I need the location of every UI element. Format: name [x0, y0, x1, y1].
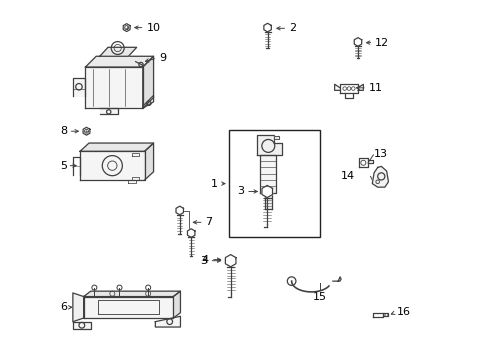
Polygon shape — [264, 23, 271, 32]
Text: 16: 16 — [396, 307, 410, 317]
Polygon shape — [73, 321, 91, 329]
Polygon shape — [225, 255, 236, 267]
Polygon shape — [85, 67, 143, 108]
Polygon shape — [100, 47, 137, 56]
Polygon shape — [257, 135, 282, 155]
Text: 9: 9 — [159, 53, 166, 63]
Polygon shape — [100, 108, 118, 114]
Text: 2: 2 — [289, 23, 296, 33]
Text: 13: 13 — [374, 149, 388, 159]
Polygon shape — [274, 136, 279, 139]
Polygon shape — [173, 291, 180, 318]
Polygon shape — [84, 291, 180, 297]
Polygon shape — [143, 95, 153, 108]
Polygon shape — [85, 56, 153, 67]
Text: 5: 5 — [60, 161, 67, 171]
Text: 6: 6 — [60, 302, 67, 312]
Polygon shape — [188, 229, 195, 237]
Text: 3: 3 — [237, 186, 244, 197]
Text: 8: 8 — [60, 126, 68, 136]
Polygon shape — [143, 56, 153, 108]
Polygon shape — [260, 155, 276, 193]
Text: 7: 7 — [205, 217, 213, 227]
Polygon shape — [262, 185, 272, 198]
Polygon shape — [176, 206, 183, 215]
Text: 11: 11 — [368, 83, 382, 93]
Polygon shape — [155, 316, 180, 327]
Text: 14: 14 — [342, 171, 355, 181]
Polygon shape — [73, 78, 85, 96]
Polygon shape — [80, 143, 153, 151]
Text: 4: 4 — [202, 255, 209, 265]
Polygon shape — [123, 24, 130, 32]
Polygon shape — [372, 166, 389, 187]
Polygon shape — [80, 151, 145, 180]
Polygon shape — [84, 297, 173, 318]
Text: 12: 12 — [375, 38, 389, 48]
Polygon shape — [73, 293, 84, 321]
Text: 10: 10 — [147, 23, 160, 33]
Text: 1: 1 — [211, 179, 218, 189]
Polygon shape — [354, 38, 362, 46]
Text: 3: 3 — [200, 256, 207, 266]
Polygon shape — [265, 193, 272, 209]
Polygon shape — [83, 127, 90, 135]
Polygon shape — [145, 143, 153, 180]
Text: 15: 15 — [313, 292, 327, 302]
Bar — [229, 130, 320, 237]
